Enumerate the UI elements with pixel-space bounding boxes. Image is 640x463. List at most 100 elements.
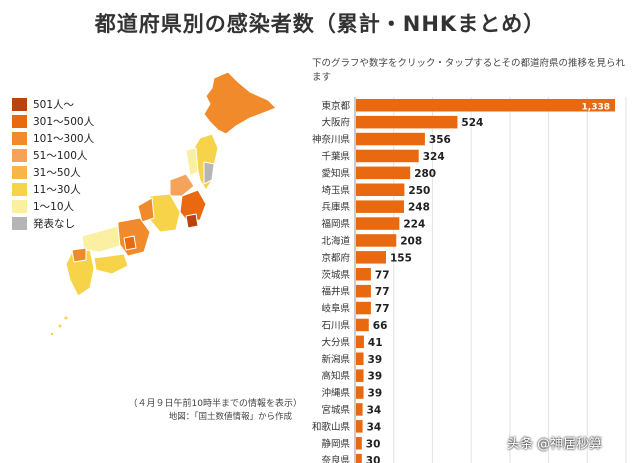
legend-label: 501人～ [33,99,75,111]
bar[interactable] [356,420,363,433]
value-label[interactable]: 39 [368,388,383,400]
category-label[interactable]: 福岡県 [321,218,350,230]
bar[interactable] [356,437,362,450]
map-region-chubu [149,193,181,233]
category-label[interactable]: 宮城県 [321,404,350,416]
category-label[interactable]: 石川県 [321,320,350,331]
map-region-tohoku-west [185,147,199,177]
category-label[interactable]: 奈良県 [321,455,350,463]
value-label[interactable]: 155 [390,252,412,264]
legend-label: 発表なし [33,218,75,230]
category-label[interactable]: 茨城県 [321,269,350,281]
value-label[interactable]: 77 [375,286,390,298]
legend-swatch [12,115,27,128]
category-label[interactable]: 東京都 [321,100,350,112]
legend-item: 発表なし [12,215,94,232]
value-label[interactable]: 39 [368,354,383,366]
value-label[interactable]: 41 [368,337,383,349]
category-label[interactable]: 福井県 [321,286,350,298]
value-label[interactable]: 77 [375,303,390,315]
bar[interactable] [356,301,371,315]
value-label[interactable]: 66 [373,320,388,332]
category-label[interactable]: 愛知県 [321,167,350,179]
map-island [50,332,54,336]
bar[interactable] [356,166,411,180]
value-label[interactable]: 30 [366,438,381,450]
bar[interactable] [356,318,369,332]
category-label[interactable]: 北海道 [321,235,350,247]
japan-map[interactable] [0,0,310,400]
category-label[interactable]: 新潟県 [321,353,350,365]
value-label[interactable]: 39 [368,371,383,383]
value-label[interactable]: 324 [423,151,445,163]
map-region-fukuoka [71,247,87,263]
legend-swatch [12,132,27,145]
map-region-osaka [123,235,137,251]
bar[interactable] [356,149,419,163]
map-region-tokyo [185,213,199,229]
legend-item: 1～10人 [12,198,94,215]
value-label[interactable]: 1,338 [582,102,610,112]
bar[interactable] [356,403,363,416]
legend-label: 301～500人 [33,116,95,128]
value-label[interactable]: 77 [375,269,390,281]
value-label[interactable]: 356 [429,134,451,146]
value-label[interactable]: 208 [400,235,422,247]
bar[interactable] [356,183,405,197]
bar[interactable] [356,132,425,146]
category-label[interactable]: 神奈川県 [312,134,351,146]
bar[interactable] [356,369,364,382]
bar[interactable] [356,335,364,349]
bar[interactable] [356,99,615,112]
bar[interactable] [356,453,362,463]
bar[interactable] [356,115,458,129]
legend-swatch [12,149,27,162]
map-region-chugoku [81,225,121,253]
value-label[interactable]: 250 [408,185,430,197]
instruction-note: 下のグラフや数字をクリック・タップするとその都道府県の推移を見られます [312,58,626,83]
map-island [58,324,62,328]
legend-swatch [12,98,27,111]
legend-item: 11～30人 [12,181,94,198]
bar[interactable] [356,284,371,298]
category-label[interactable]: 沖縄県 [321,387,350,399]
legend-label: 1～10人 [33,201,75,213]
category-label[interactable]: 岐阜県 [321,303,350,315]
category-label[interactable]: 和歌山県 [312,421,351,433]
category-label[interactable]: 兵庫県 [321,201,350,213]
map-region-tohoku-gray [203,161,215,185]
value-label[interactable]: 30 [366,455,381,463]
legend-label: 101～300人 [33,133,95,145]
bar[interactable] [356,251,387,264]
map-region-hokuriku [137,197,155,223]
bar[interactable] [356,386,364,399]
category-label[interactable]: 高知県 [321,370,350,382]
bar[interactable] [356,352,364,366]
legend-label: 11～30人 [33,184,81,196]
category-label[interactable]: 埼玉県 [321,184,350,196]
bar[interactable] [356,268,371,281]
value-label[interactable]: 248 [408,202,430,214]
bar[interactable] [356,217,400,230]
bar[interactable] [356,234,397,247]
category-label[interactable]: 千葉県 [321,150,350,162]
map-legend: 501人～ 301～500人 101～300人 51～100人 31～50人 11～30人… [12,96,94,232]
page-title: 都道府県別の感染者数（累計・NHKまとめ） [94,12,546,36]
bar[interactable] [356,200,405,213]
value-label[interactable]: 34 [367,404,382,416]
category-label[interactable]: 静岡県 [321,438,350,450]
value-label[interactable]: 280 [414,168,436,180]
map-source: 地図：「国土数値情報」から作成 [168,412,292,422]
category-label[interactable]: 大分県 [321,336,350,348]
value-label[interactable]: 524 [461,117,483,129]
value-label[interactable]: 224 [403,219,425,231]
date-note: （４月９日午前10時半までの情報を表示） [128,399,302,409]
map-island [64,316,68,320]
value-label[interactable]: 34 [367,421,382,433]
legend-item: 51～100人 [12,147,94,164]
legend-item: 101～300人 [12,130,94,147]
category-label[interactable]: 京都府 [321,252,350,264]
legend-swatch [12,166,27,179]
category-label[interactable]: 大阪府 [321,117,350,129]
